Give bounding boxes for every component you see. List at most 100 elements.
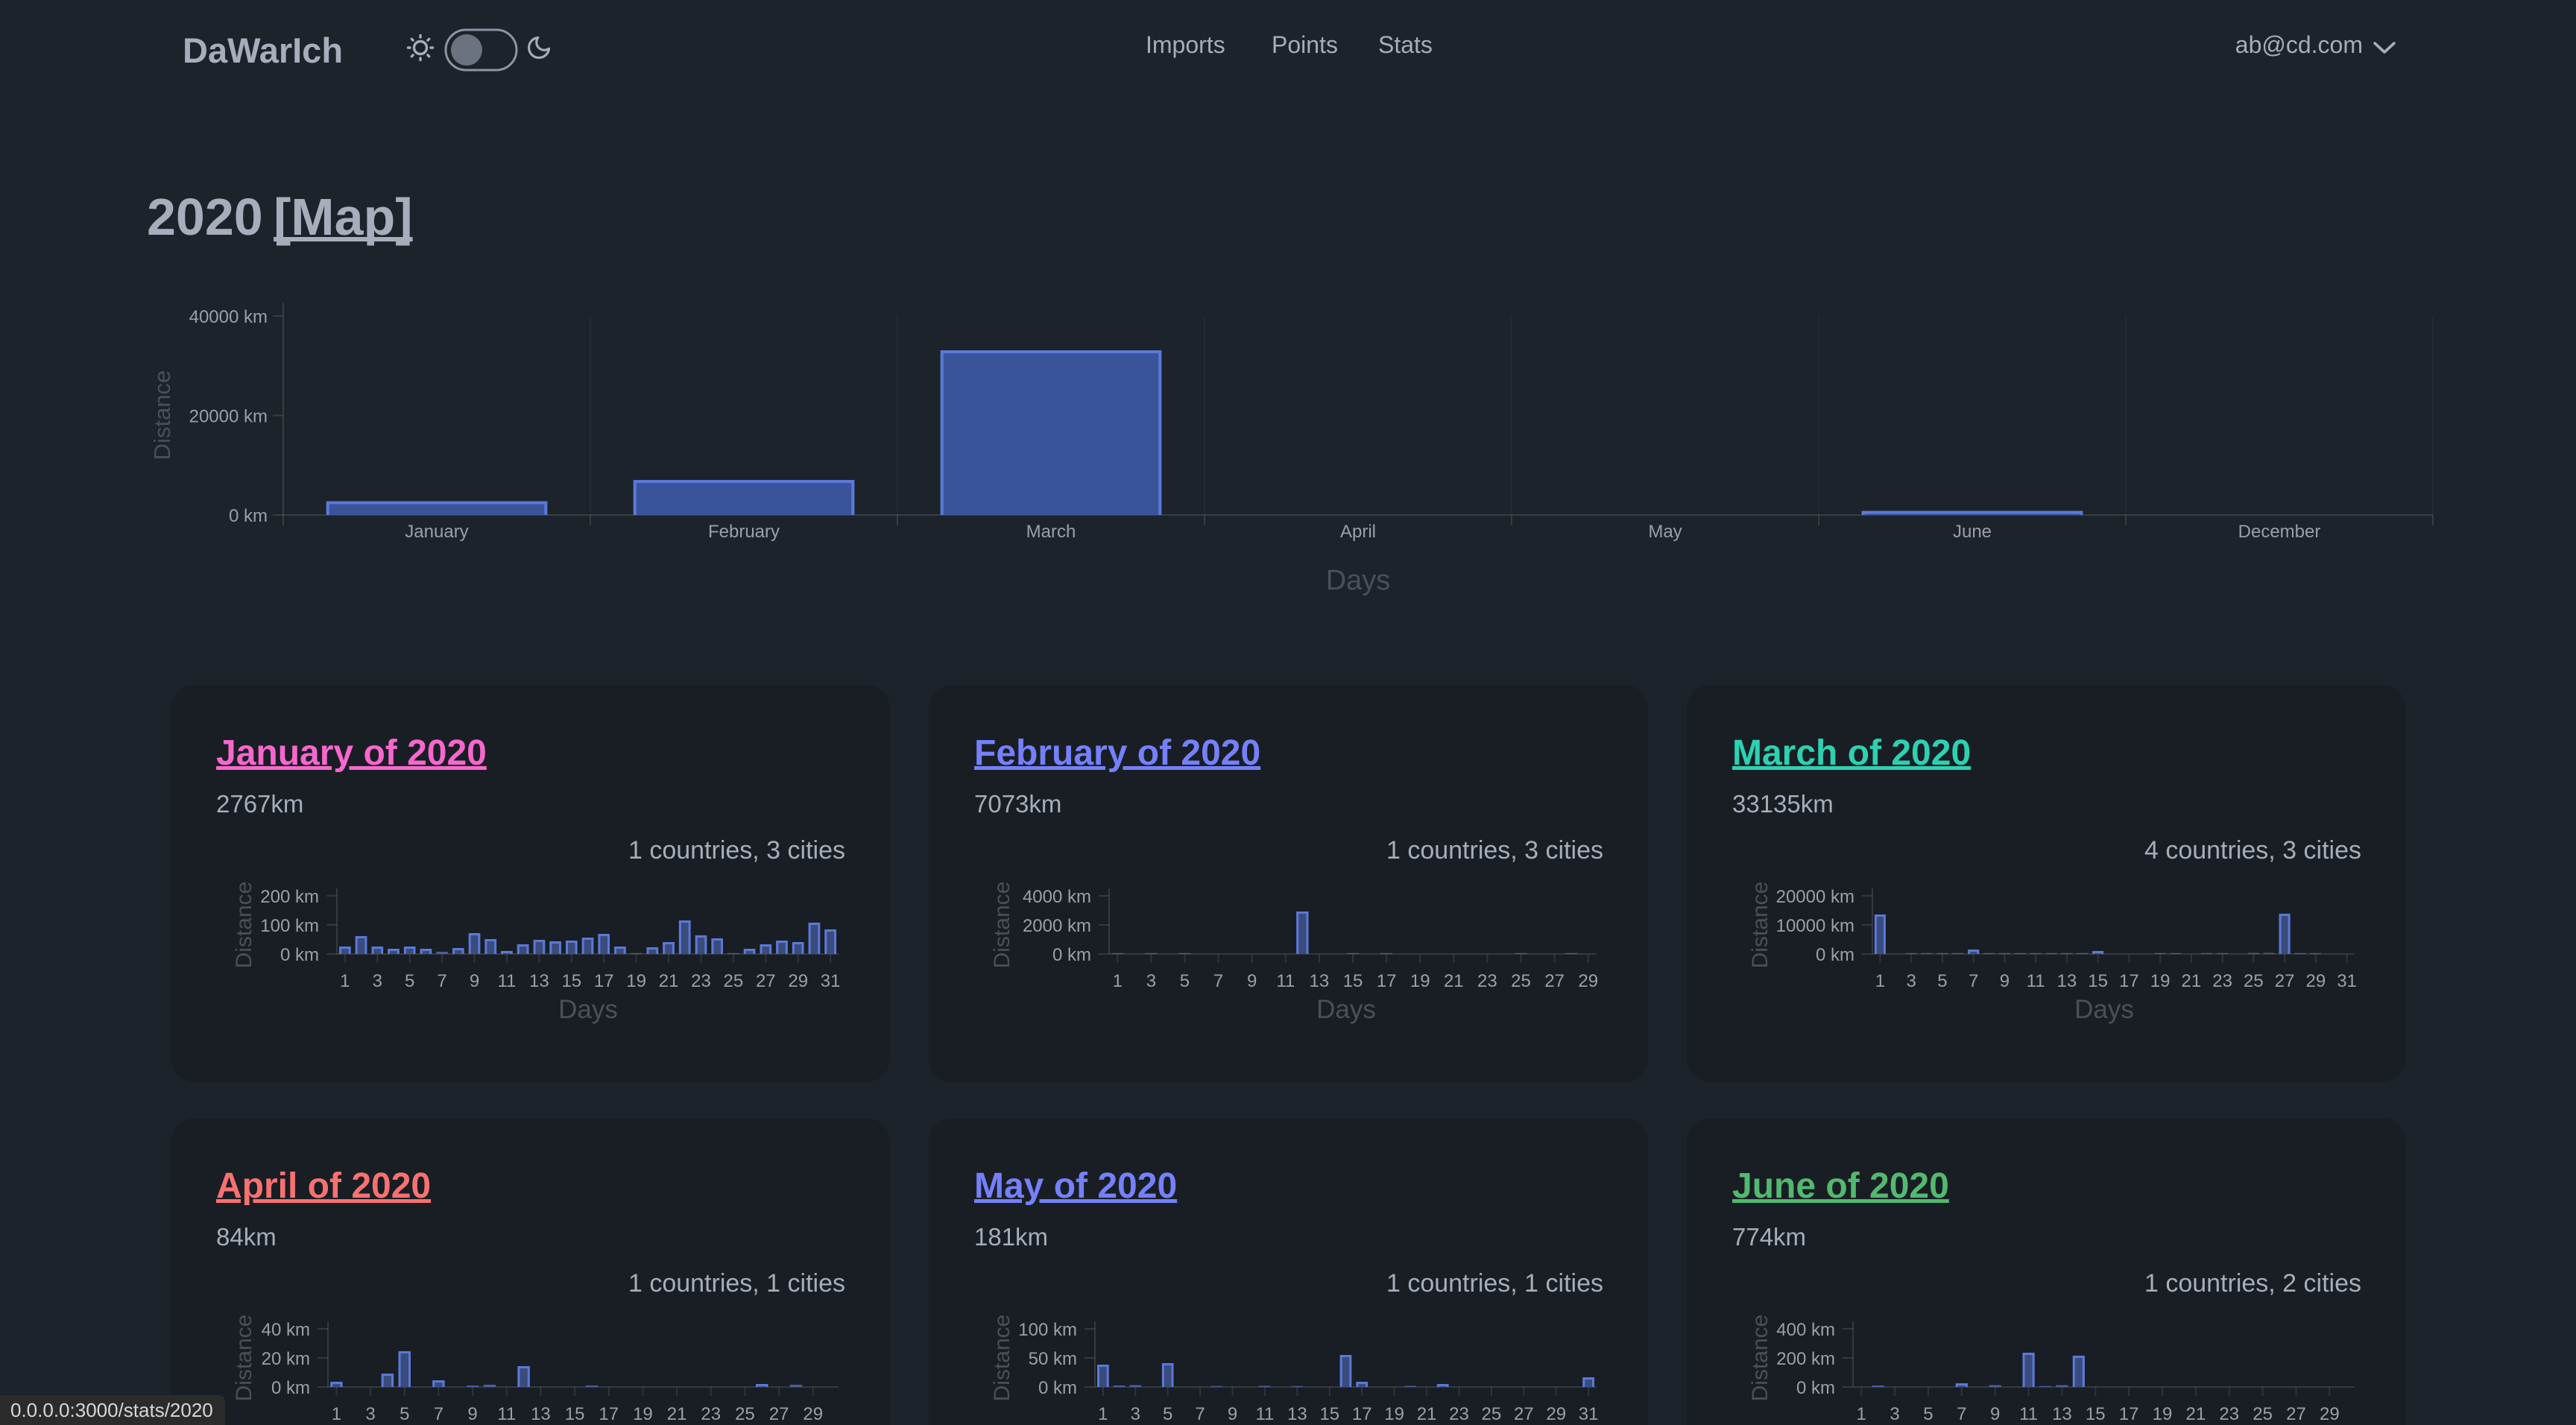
svg-text:27: 27	[2275, 971, 2295, 991]
svg-text:11: 11	[497, 971, 516, 991]
svg-text:3: 3	[373, 971, 382, 991]
svg-text:100 km: 100 km	[1018, 1320, 1077, 1340]
svg-text:15: 15	[2088, 971, 2108, 991]
svg-text:Distance: Distance	[990, 882, 1014, 969]
svg-text:25: 25	[2244, 971, 2264, 991]
svg-text:25: 25	[724, 971, 744, 991]
svg-text:Distance: Distance	[990, 1315, 1014, 1402]
svg-text:1: 1	[1113, 971, 1123, 991]
svg-text:February: February	[708, 522, 780, 542]
svg-text:23: 23	[1449, 1404, 1469, 1424]
svg-text:Distance: Distance	[149, 370, 175, 461]
svg-text:50 km: 50 km	[1029, 1349, 1077, 1369]
svg-text:13: 13	[531, 1404, 551, 1424]
svg-text:5: 5	[1937, 971, 1947, 991]
svg-text:17: 17	[1352, 1404, 1372, 1424]
svg-text:Days: Days	[1326, 565, 1391, 596]
svg-text:29: 29	[1546, 1404, 1566, 1424]
svg-text:20 km: 20 km	[262, 1349, 310, 1369]
svg-text:19: 19	[626, 971, 646, 991]
svg-text:15: 15	[1343, 971, 1363, 991]
svg-text:25: 25	[735, 1404, 755, 1424]
svg-text:13: 13	[529, 971, 549, 991]
svg-text:9: 9	[467, 1404, 477, 1424]
svg-text:2000 km: 2000 km	[1023, 916, 1091, 936]
svg-text:21: 21	[667, 1404, 687, 1424]
svg-text:5: 5	[405, 971, 414, 991]
svg-text:29: 29	[2305, 971, 2326, 991]
svg-text:25: 25	[2253, 1404, 2273, 1424]
svg-text:0 km: 0 km	[1816, 945, 1854, 965]
svg-text:5: 5	[1180, 971, 1190, 991]
svg-text:21: 21	[659, 971, 679, 991]
svg-text:11: 11	[2019, 1404, 2038, 1424]
svg-text:23: 23	[691, 971, 711, 991]
svg-text:1: 1	[332, 1404, 341, 1424]
svg-text:Days: Days	[558, 995, 618, 1024]
svg-text:27: 27	[769, 1404, 789, 1424]
svg-text:7: 7	[1957, 1404, 1966, 1424]
svg-text:7: 7	[434, 1404, 443, 1424]
svg-text:Distance: Distance	[232, 882, 256, 969]
svg-text:13: 13	[2052, 1404, 2072, 1424]
svg-text:11: 11	[1276, 971, 1295, 991]
svg-text:19: 19	[633, 1404, 653, 1424]
svg-text:March: March	[1026, 522, 1076, 542]
svg-text:9: 9	[1990, 1404, 2000, 1424]
svg-text:21: 21	[1444, 971, 1464, 991]
svg-text:0 km: 0 km	[271, 1378, 310, 1398]
svg-text:7: 7	[1969, 971, 1978, 991]
svg-text:29: 29	[803, 1404, 823, 1424]
svg-text:0 km: 0 km	[1796, 1378, 1835, 1398]
svg-text:15: 15	[1319, 1404, 1339, 1424]
svg-text:11: 11	[497, 1404, 516, 1424]
svg-text:Distance: Distance	[1748, 882, 1772, 969]
svg-text:20000 km: 20000 km	[189, 407, 268, 427]
svg-text:7: 7	[1213, 971, 1223, 991]
svg-text:10000 km: 10000 km	[1776, 916, 1854, 936]
svg-text:17: 17	[594, 971, 614, 991]
svg-text:May: May	[1648, 522, 1682, 542]
svg-text:4000 km: 4000 km	[1023, 887, 1091, 907]
svg-text:April: April	[1340, 522, 1376, 542]
svg-text:200 km: 200 km	[1776, 1349, 1835, 1369]
svg-text:0.0.0.0:3000/stats/2020: 0.0.0.0:3000/stats/2020	[10, 1399, 213, 1421]
svg-text:13: 13	[1310, 971, 1330, 991]
svg-text:15: 15	[565, 1404, 585, 1424]
svg-text:21: 21	[2186, 1404, 2206, 1424]
svg-text:0 km: 0 km	[280, 945, 319, 965]
svg-text:21: 21	[1417, 1404, 1437, 1424]
svg-text:17: 17	[1377, 971, 1397, 991]
svg-text:9: 9	[1247, 971, 1257, 991]
svg-text:3: 3	[1906, 971, 1916, 991]
svg-text:25: 25	[1511, 971, 1531, 991]
svg-text:31: 31	[821, 971, 841, 991]
svg-text:40000 km: 40000 km	[189, 307, 268, 327]
svg-text:25: 25	[1482, 1404, 1502, 1424]
svg-text:17: 17	[599, 1404, 619, 1424]
svg-text:29: 29	[788, 971, 808, 991]
svg-text:15: 15	[561, 971, 581, 991]
svg-text:27: 27	[1514, 1404, 1534, 1424]
svg-text:23: 23	[2219, 1404, 2239, 1424]
svg-text:15: 15	[2086, 1404, 2106, 1424]
svg-text:40 km: 40 km	[262, 1320, 310, 1340]
svg-text:29: 29	[1578, 971, 1598, 991]
svg-text:23: 23	[1477, 971, 1497, 991]
svg-text:17: 17	[2119, 1404, 2139, 1424]
svg-text:27: 27	[1544, 971, 1565, 991]
svg-text:January: January	[405, 522, 468, 542]
svg-text:0 km: 0 km	[1052, 945, 1091, 965]
svg-text:31: 31	[2337, 971, 2357, 991]
svg-text:19: 19	[1384, 1404, 1404, 1424]
svg-text:June: June	[1953, 522, 1992, 542]
svg-text:9: 9	[1228, 1404, 1237, 1424]
svg-text:Days: Days	[1316, 995, 1376, 1024]
svg-text:27: 27	[756, 971, 776, 991]
svg-text:1: 1	[340, 971, 350, 991]
svg-text:5: 5	[1163, 1404, 1172, 1424]
svg-text:9: 9	[470, 971, 479, 991]
svg-text:100 km: 100 km	[260, 916, 319, 936]
svg-text:3: 3	[1131, 1404, 1140, 1424]
svg-text:13: 13	[2057, 971, 2077, 991]
